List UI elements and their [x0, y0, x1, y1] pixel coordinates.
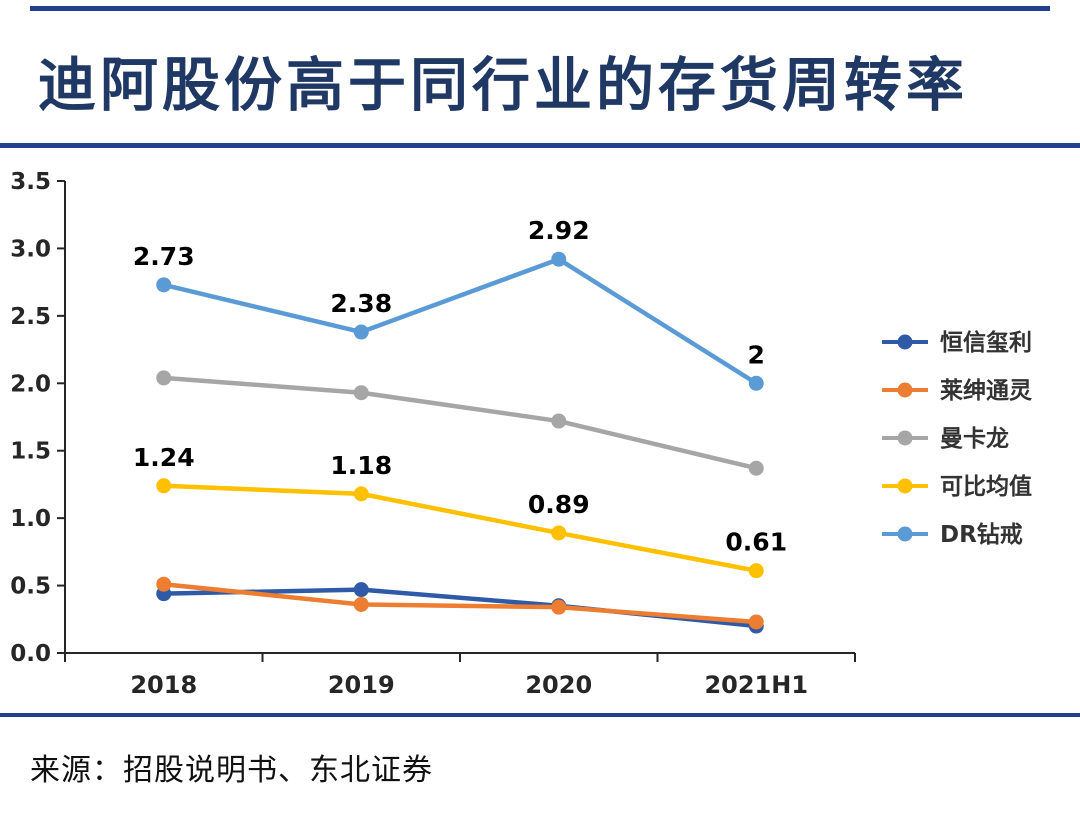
legend-marker-dot	[897, 430, 913, 446]
data-label: 2.73	[133, 242, 195, 271]
y-tick-label: 3.5	[10, 169, 51, 195]
data-label: 2	[748, 340, 765, 369]
line-chart: 0.0 0.5 1.0 1.5 2.0 2.5 3.0 3.5 2018 2019 2020 2021…	[10, 169, 1033, 699]
bottom-divider	[0, 713, 1080, 717]
series-marker	[156, 576, 172, 592]
legend-marker-dot	[897, 334, 913, 350]
series-line	[161, 375, 759, 471]
series-marker	[353, 324, 369, 340]
legend-label: 恒信玺利	[940, 329, 1032, 356]
series-marker	[353, 582, 369, 598]
legend-label: 可比均值	[940, 473, 1032, 500]
y-tick-label: 0.0	[10, 641, 51, 667]
data-label: 0.89	[528, 490, 590, 519]
series-line	[161, 256, 759, 386]
legend-label: 莱绅通灵	[940, 377, 1033, 404]
series-marker	[748, 460, 764, 476]
series-line	[161, 483, 759, 573]
series-marker	[353, 596, 369, 612]
x-tick-label: 2020	[525, 671, 592, 699]
y-tick-label: 2.0	[10, 371, 51, 397]
source-text: 来源：招股说明书、东北证券	[30, 753, 433, 788]
y-tick-label: 3.0	[10, 236, 51, 262]
y-tick-label: 1.0	[10, 506, 51, 532]
legend-label: 曼卡龙	[940, 426, 1009, 452]
series-marker	[748, 375, 764, 391]
series-marker	[156, 478, 172, 494]
x-tick-label: 2021H1	[704, 671, 808, 699]
page-title: 迪阿股份高于同行业的存货周转率	[38, 51, 969, 119]
x-tick-label: 2018	[130, 671, 197, 699]
data-label: 1.24	[133, 443, 195, 472]
chart-area: 0.0 0.5 1.0 1.5 2.0 2.5 3.0 3.5 2018 2019 2020 2021…	[0, 158, 1080, 710]
series-line	[161, 581, 759, 625]
x-tick-label: 2019	[328, 671, 395, 699]
legend-label: DR钻戒	[940, 522, 1023, 548]
series-marker	[156, 370, 172, 386]
data-label: 2.38	[330, 289, 392, 318]
series-marker	[551, 251, 567, 267]
series-marker	[551, 599, 567, 615]
top-divider	[30, 6, 1050, 11]
series-marker	[748, 563, 764, 579]
series-marker	[156, 277, 172, 293]
legend-marker-dot	[897, 382, 913, 398]
y-tick-label: 1.5	[10, 439, 51, 465]
series-marker	[353, 486, 369, 502]
series-marker	[551, 525, 567, 541]
series-marker	[748, 614, 764, 630]
data-label: 0.61	[725, 528, 787, 557]
series-marker	[551, 413, 567, 429]
data-label: 1.18	[330, 451, 392, 480]
data-label: 2.92	[528, 216, 590, 245]
series-marker	[353, 385, 369, 401]
legend-marker-dot	[897, 526, 913, 542]
title-divider	[0, 143, 1080, 148]
y-tick-label: 2.5	[10, 304, 51, 330]
legend-marker-dot	[897, 478, 913, 494]
y-tick-label: 0.5	[10, 574, 51, 600]
